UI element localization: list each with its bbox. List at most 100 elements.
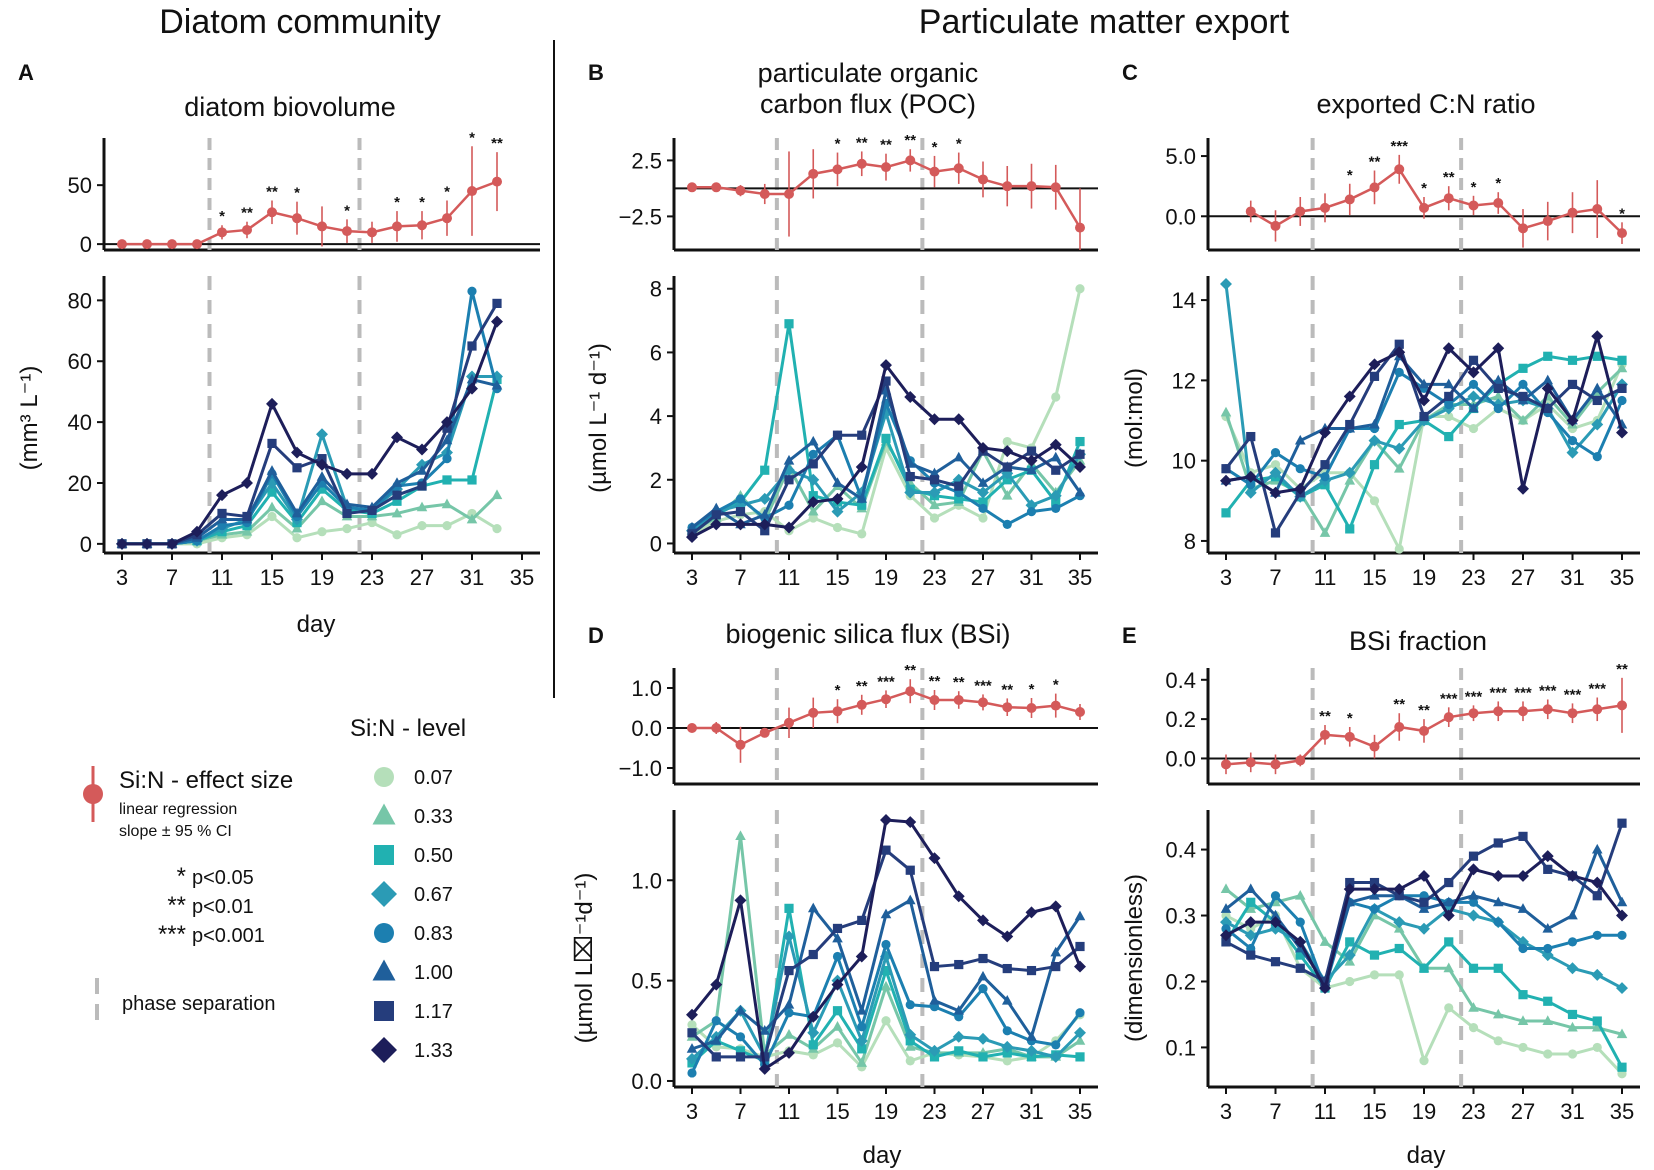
d-main-series-point bbox=[832, 951, 843, 962]
b-main-series-point bbox=[831, 492, 844, 505]
legend-sig-stars-1: * bbox=[177, 863, 186, 890]
a-effect-sig-stars: * bbox=[294, 185, 300, 202]
b-effect-point bbox=[784, 189, 794, 199]
d-effect-point bbox=[881, 694, 891, 705]
c-effect-sig-stars: ** bbox=[1443, 169, 1455, 186]
b-main-series-point bbox=[1002, 436, 1012, 447]
b-main-series-point bbox=[1049, 489, 1062, 502]
a-main-series-point bbox=[316, 495, 328, 506]
e-main-series-point bbox=[1517, 869, 1529, 882]
c-main-series-1.33 bbox=[1220, 330, 1628, 499]
legend-level-marker bbox=[374, 923, 394, 943]
b-main-series-point bbox=[857, 430, 867, 440]
y-axis-title-b: (µmol L⁻¹ d⁻¹) bbox=[585, 343, 612, 493]
c-effect-sig-stars: * bbox=[1619, 205, 1625, 222]
legend-sig-label-3: p<0.001 bbox=[192, 925, 265, 947]
legend-level-label: 0.50 bbox=[414, 845, 453, 867]
d-main-series-point bbox=[1075, 941, 1085, 952]
c-main-series-point bbox=[1492, 342, 1505, 355]
a-main-series-point bbox=[467, 341, 477, 351]
c-main-y-tick-label: 14 bbox=[1172, 288, 1196, 313]
c-main-series-point bbox=[1418, 394, 1430, 407]
b-effect-point bbox=[953, 163, 964, 174]
a-effect-sig-stars: * bbox=[419, 194, 425, 211]
b-effect-point bbox=[759, 189, 770, 199]
d-main-series-point bbox=[783, 1046, 795, 1059]
e-main-series-point bbox=[1468, 1023, 1479, 1033]
d-effect-point bbox=[1026, 703, 1037, 713]
d-main-y-tick-label: 0.0 bbox=[631, 1069, 662, 1094]
c-main-x-tick-label: 11 bbox=[1314, 565, 1337, 590]
b-effect-y-tick-label: 2.5 bbox=[631, 148, 662, 173]
d-main-series-point bbox=[832, 923, 843, 934]
d-main-series-point bbox=[758, 1062, 771, 1075]
d-main-series-point bbox=[880, 814, 892, 827]
d-main-series-point bbox=[1074, 1035, 1086, 1045]
b-main-series-point bbox=[735, 494, 746, 504]
d-effect-y-tick-label: −1.0 bbox=[619, 756, 662, 781]
b-main-series-point bbox=[1074, 461, 1086, 474]
d-main-series-1.17 bbox=[687, 845, 1085, 1062]
d-main-series-point bbox=[1002, 1056, 1012, 1066]
legend-sig-stars-3: *** bbox=[158, 921, 186, 948]
e-effect-sig-stars: * bbox=[1347, 710, 1353, 727]
d-main-series-0.07 bbox=[687, 1010, 1085, 1072]
d-main-series-point bbox=[977, 970, 989, 981]
a-main-series-point bbox=[267, 487, 277, 497]
c-effect-sig-stars: * bbox=[1347, 167, 1353, 184]
e-main-series-point bbox=[1319, 982, 1331, 995]
c-main-x-tick-label: 19 bbox=[1412, 565, 1436, 590]
c-main-series-point bbox=[1567, 435, 1578, 446]
e-main-series-point bbox=[1320, 976, 1330, 987]
b-main-series-point bbox=[783, 454, 795, 465]
b-main-series-point bbox=[808, 449, 818, 459]
d-main-series-point bbox=[784, 1008, 794, 1018]
c-main-x-tick-label: 27 bbox=[1511, 565, 1535, 590]
c-main-series-point bbox=[1393, 346, 1406, 359]
a-effect-point bbox=[417, 220, 427, 231]
b-effect-point bbox=[856, 158, 867, 169]
c-main-series-point bbox=[1592, 452, 1602, 462]
c-effect-point bbox=[1567, 207, 1578, 218]
a-effect-point bbox=[492, 176, 502, 187]
c-main-series-point bbox=[1320, 460, 1330, 470]
e-main-x-tick-label: 23 bbox=[1461, 1099, 1485, 1124]
b-main-series-point bbox=[759, 509, 771, 519]
b-effect-point bbox=[881, 162, 891, 173]
chart-e-effect-size: 0.40.20.0** *** ***** *** *** *** *** *** ***** bbox=[1165, 661, 1640, 786]
e-main-series-1.33 bbox=[1220, 850, 1628, 995]
e-main-series-point bbox=[1616, 896, 1628, 907]
d-effect-point bbox=[929, 695, 940, 705]
d-main-series-point bbox=[783, 930, 795, 943]
a-main-y-tick-label: 60 bbox=[68, 349, 92, 374]
a-main-series-point bbox=[216, 489, 228, 502]
c-main-y-tick-label: 12 bbox=[1172, 368, 1196, 393]
chart-d-bsi-flux: 0.0 0.5 1.0 3 7 11 15 19 23 27 31 35 bbox=[631, 810, 1098, 1124]
c-main-y-tick-label: 10 bbox=[1172, 449, 1196, 474]
b-main-series-point bbox=[807, 496, 820, 509]
a-main-series-point bbox=[416, 443, 428, 456]
b-main-series-point bbox=[928, 413, 941, 426]
c-main-series-point bbox=[1468, 423, 1479, 434]
d-main-series-point bbox=[1025, 906, 1038, 919]
b-effect-point bbox=[1026, 181, 1037, 192]
e-main-series-point bbox=[1394, 943, 1404, 954]
a-effect-point bbox=[467, 186, 477, 197]
a-effect-y-tick-label: 50 bbox=[68, 173, 92, 198]
e-main-series-point bbox=[1591, 968, 1604, 981]
legend-level-marker bbox=[372, 803, 396, 825]
legend-level-label: 1.17 bbox=[414, 1001, 453, 1023]
c-main-series-point bbox=[1345, 419, 1355, 430]
a-main-series-point bbox=[166, 537, 178, 550]
c-main-series-point bbox=[1270, 528, 1281, 538]
chart-a-effect-size: 050* **** ** * *** ** bbox=[68, 129, 540, 257]
e-main-series-point bbox=[1442, 909, 1455, 922]
e-effect-point bbox=[1468, 708, 1479, 719]
d-main-series-point bbox=[832, 1021, 843, 1031]
e-effect-sig-stars: *** bbox=[1440, 690, 1458, 707]
legend-level-label: 0.83 bbox=[414, 923, 453, 945]
c-main-series-point bbox=[1368, 434, 1381, 447]
c-main-series-point bbox=[1444, 411, 1454, 422]
e-main-y-tick-label: 0.2 bbox=[1165, 969, 1196, 994]
e-main-series-point bbox=[1419, 897, 1429, 907]
